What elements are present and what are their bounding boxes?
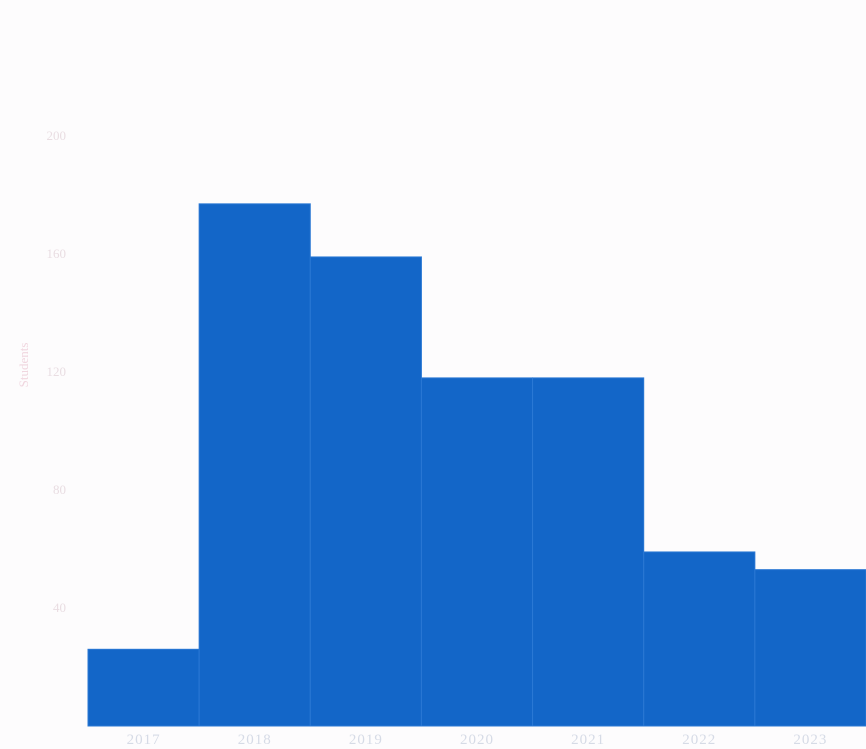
bar-2017 <box>87 648 200 727</box>
y-axis-label: Students <box>16 343 31 388</box>
y-axis-ticks: 40 80 120 160 200 <box>47 128 67 615</box>
y-tick-label: 120 <box>47 364 67 379</box>
bar-2018 <box>198 203 311 727</box>
bar-2022 <box>643 551 756 727</box>
x-tick-label: 2021 <box>571 732 605 748</box>
x-tick-label: 2017 <box>127 732 161 748</box>
x-tick-label: 2019 <box>349 732 383 748</box>
y-tick-label: 80 <box>53 482 66 497</box>
x-tick-label: 2022 <box>682 732 716 748</box>
x-tick-label: 2018 <box>238 732 272 748</box>
x-tick-label: 2020 <box>460 732 494 748</box>
y-tick-label: 200 <box>47 128 67 143</box>
bar-2023 <box>754 569 866 727</box>
bars-group <box>87 203 866 727</box>
x-axis-ticks: 2017 2018 2019 2020 2021 2022 2023 <box>127 732 827 748</box>
y-tick-label: 40 <box>53 600 66 615</box>
bar-2021 <box>532 377 645 727</box>
bar-2020 <box>420 377 534 727</box>
bar-2019 <box>309 256 422 727</box>
y-tick-label: 160 <box>47 246 67 261</box>
x-tick-label: 2023 <box>793 732 827 748</box>
